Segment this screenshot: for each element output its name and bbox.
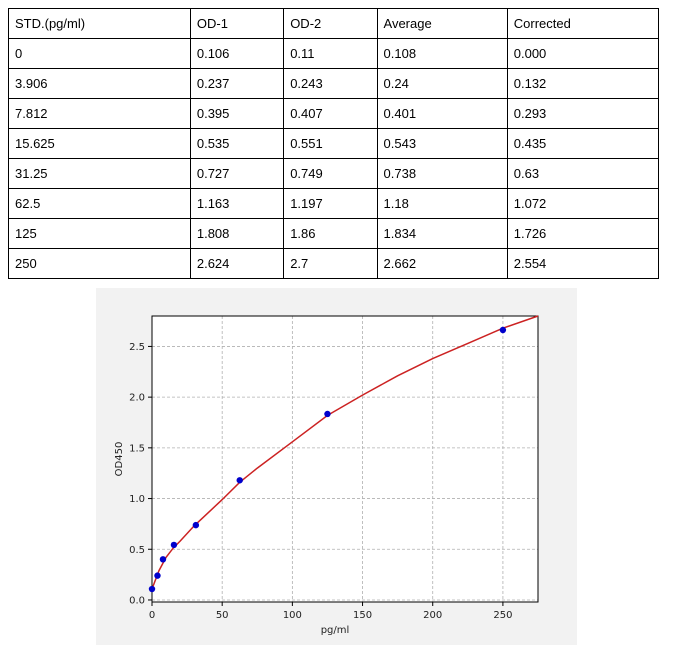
- table-cell: 0.727: [189, 158, 285, 189]
- column-header: Corrected: [506, 8, 660, 39]
- table-cell: 1.86: [283, 218, 378, 249]
- table-cell: 0.551: [283, 128, 378, 159]
- table-row: 125 1.808 1.86 1.834 1.726: [8, 218, 660, 249]
- table-cell: 3.906: [8, 68, 191, 99]
- table-cell: 2.624: [189, 248, 285, 279]
- table-cell: 0.237: [189, 68, 285, 99]
- table-cell: 2.7: [283, 248, 378, 279]
- x-tick-label: 50: [216, 610, 229, 621]
- column-header: STD.(pg/ml): [8, 8, 191, 39]
- table-cell: 250: [8, 248, 191, 279]
- data-point: [236, 477, 243, 484]
- data-point: [499, 326, 507, 334]
- fit-curve-line: [151, 315, 539, 590]
- table-cell: 15.625: [8, 128, 191, 159]
- y-tick-label: 1.0: [129, 494, 145, 505]
- table-cell: 1.726: [506, 218, 660, 249]
- table-cell: 1.163: [189, 188, 285, 219]
- table-cell: 1.197: [283, 188, 378, 219]
- table-row: 31.25 0.727 0.749 0.738 0.63: [8, 158, 660, 189]
- chart-panel: 0 50 100 150 200 250 0.0 0.5 1.0 1.5 2.0 2.5 pg/ml OD…: [96, 288, 577, 645]
- table-cell: 0.749: [283, 158, 378, 189]
- plot-area: [152, 316, 538, 602]
- table-cell: 0.535: [189, 128, 285, 159]
- x-tick-label: 200: [423, 610, 442, 621]
- table-cell: 0.132: [506, 68, 660, 99]
- data-point: [159, 556, 167, 563]
- table-cell: 2.554: [506, 248, 660, 279]
- table-cell: 0.401: [376, 98, 508, 129]
- table-cell: 0.106: [189, 38, 285, 69]
- table-cell: 0.243: [283, 68, 378, 99]
- standard-curve-table: STD.(pg/ml) OD-1 OD-2 Average Corrected …: [8, 8, 660, 279]
- standard-curve-chart: 0 50 100 150 200 250 0.0 0.5 1.0 1.5 2.0 2.5 pg/ml OD…: [114, 315, 539, 636]
- table-cell: 0.293: [506, 98, 660, 129]
- table-cell: 0.63: [506, 158, 660, 189]
- table-cell: 0.000: [506, 38, 660, 69]
- x-tick-label: 0: [149, 610, 155, 621]
- table-cell: 0.24: [376, 68, 508, 99]
- column-header: Average: [376, 8, 508, 39]
- table-cell: 1.072: [506, 188, 660, 219]
- table-row: 62.5 1.163 1.197 1.18 1.072: [8, 188, 660, 219]
- table-row: 0 0.106 0.11 0.108 0.000: [8, 38, 660, 69]
- x-tick-label: 150: [353, 610, 372, 621]
- table-row: 250 2.624 2.7 2.662 2.554: [8, 248, 660, 279]
- table-cell: 0.108: [376, 38, 508, 69]
- x-tick-label: 100: [283, 610, 302, 621]
- table-cell: 2.662: [376, 248, 508, 279]
- table-cell: 62.5: [8, 188, 191, 219]
- table-cell: 1.834: [376, 218, 508, 249]
- column-header: OD-1: [189, 8, 285, 39]
- x-axis-label: pg/ml: [321, 625, 350, 636]
- data-point: [170, 541, 178, 549]
- table-body: 0 0.106 0.11 0.108 0.000 3.906 0.237 0.243 0.24 0…: [8, 38, 660, 279]
- table-cell: 0.407: [283, 98, 378, 129]
- table-cell: 0.395: [189, 98, 285, 129]
- table-row: 7.812 0.395 0.407 0.401 0.293: [8, 98, 660, 129]
- y-tick-label: 2.0: [129, 393, 145, 404]
- y-axis-label: OD450: [114, 442, 125, 477]
- table-cell: 0.11: [283, 38, 378, 69]
- table-cell: 1.808: [189, 218, 285, 249]
- axes-frame: [151, 315, 539, 603]
- table-cell: 7.812: [8, 98, 191, 129]
- table-cell: 0.738: [376, 158, 508, 189]
- table-cell: 0.543: [376, 128, 508, 159]
- column-header: OD-2: [283, 8, 378, 39]
- data-point: [192, 521, 200, 529]
- y-tick-label: 2.5: [129, 342, 145, 353]
- y-tick-label: 1.5: [129, 443, 145, 454]
- table-cell: 125: [8, 218, 191, 249]
- table-cell: 1.18: [376, 188, 508, 219]
- table-cell: 0: [8, 38, 191, 69]
- data-point: [154, 572, 161, 579]
- table-row: 3.906 0.237 0.243 0.24 0.132: [8, 68, 660, 99]
- x-tick-label: 250: [493, 610, 512, 621]
- table-header-row: STD.(pg/ml) OD-1 OD-2 Average Corrected: [8, 8, 660, 39]
- y-tick-label: 0.0: [129, 595, 145, 606]
- y-tick-label: 0.5: [129, 545, 145, 556]
- table-cell: 31.25: [8, 158, 191, 189]
- data-point: [148, 585, 156, 593]
- table-row: 15.625 0.535 0.551 0.543 0.435: [8, 128, 660, 159]
- table-cell: 0.435: [506, 128, 660, 159]
- data-point: [324, 410, 331, 418]
